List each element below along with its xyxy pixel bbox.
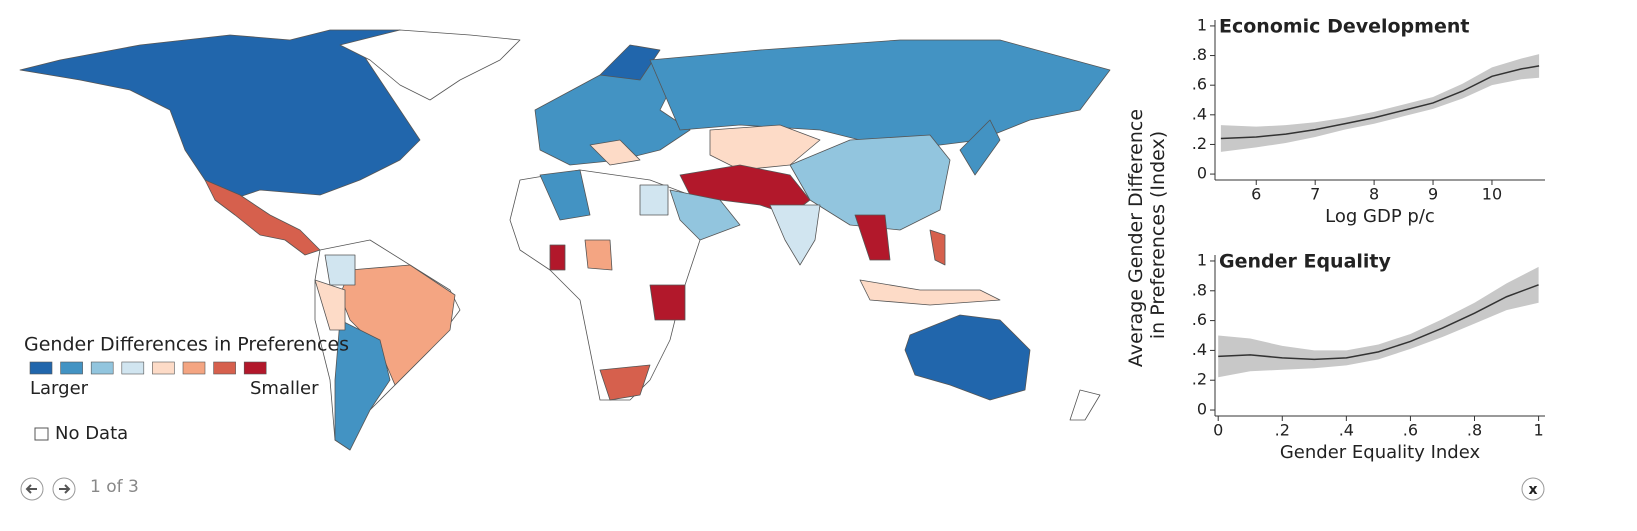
x-tick-label: 1	[1533, 421, 1543, 440]
confidence-band	[1218, 266, 1539, 378]
y-tick-label: .6	[1192, 75, 1207, 94]
legend-swatch	[243, 361, 267, 375]
x-tick-label: 8	[1369, 185, 1379, 204]
no-data-swatch	[34, 427, 49, 441]
confidence-band	[1220, 54, 1540, 152]
scandinavia	[599, 44, 661, 81]
japan	[959, 119, 1001, 176]
x-tick-label: .4	[1339, 421, 1354, 440]
legend-swatch	[182, 361, 206, 375]
south-east-asia	[854, 214, 891, 261]
indonesia	[859, 279, 1001, 306]
world-map	[19, 29, 1111, 451]
y-tick-label: .4	[1192, 104, 1207, 123]
y-tick-label: 0	[1197, 400, 1207, 419]
africa	[509, 169, 701, 401]
x-axis-label: Log GDP p/c	[1325, 206, 1435, 227]
y-tick-label: 1	[1197, 15, 1207, 34]
x-tick-label: .8	[1467, 421, 1482, 440]
legend-swatch	[213, 361, 236, 375]
y-axis-label-line: in Preferences (Index)	[1147, 131, 1169, 339]
mexico	[204, 179, 321, 256]
nigeria	[584, 239, 613, 271]
close-label[interactable]: x	[1528, 482, 1537, 498]
south-africa	[599, 364, 651, 401]
x-tick-label: 10	[1482, 185, 1502, 204]
north-america	[19, 29, 421, 201]
legend-swatch	[60, 361, 83, 375]
greenland	[339, 29, 521, 101]
legend-swatch	[29, 361, 53, 375]
ghana	[549, 244, 566, 271]
y-axis-label-line: Average Gender Difference	[1125, 109, 1147, 367]
x-tick-label: 6	[1251, 185, 1261, 204]
peru	[314, 279, 346, 331]
saudi-arabia	[669, 189, 741, 241]
next-button[interactable]	[52, 477, 76, 501]
y-tick-label: 0	[1197, 164, 1207, 183]
y-tick-label: .8	[1192, 280, 1207, 299]
y-tick-label: .2	[1192, 370, 1207, 389]
x-tick-label: 7	[1310, 185, 1320, 204]
legend-high-label: Smaller	[250, 378, 319, 399]
chart-title: Gender Equality	[1219, 251, 1392, 273]
legend-low-label: Larger	[30, 378, 89, 399]
legend-swatch	[90, 361, 114, 375]
y-tick-label: .2	[1192, 134, 1207, 153]
y-tick-label: .6	[1192, 310, 1207, 329]
no-data-label: No Data	[55, 423, 128, 444]
egypt	[639, 184, 669, 216]
russia	[649, 39, 1111, 151]
next-arrow[interactable]	[59, 484, 71, 494]
new-zealand	[1069, 389, 1101, 421]
x-tick-label: 9	[1428, 185, 1438, 204]
philippines	[929, 229, 946, 266]
tanzania	[649, 284, 686, 321]
legend-title: Gender Differences in Preferences	[24, 334, 349, 356]
close-circle[interactable]	[1521, 477, 1545, 501]
x-tick-label: 0	[1213, 421, 1223, 440]
china	[789, 134, 951, 231]
x-tick-label: .6	[1403, 421, 1418, 440]
line	[1218, 284, 1539, 361]
legend-swatch	[152, 361, 175, 375]
close-button[interactable]: x	[1521, 477, 1545, 501]
argentina	[334, 319, 391, 451]
chart-title: Economic Development	[1219, 16, 1469, 38]
australia	[904, 314, 1031, 401]
legend-swatch	[121, 361, 145, 375]
line	[1220, 65, 1540, 140]
y-tick-label: .4	[1192, 340, 1207, 359]
previous-button[interactable]	[20, 477, 44, 501]
legend-swatches	[29, 361, 267, 375]
pager: 1 of 3	[90, 477, 139, 497]
y-tick-label: 1	[1197, 250, 1207, 269]
y-axis-label: Average Gender Difference in Preferences…	[1125, 103, 1169, 367]
colombia	[324, 254, 356, 286]
southern-europe	[589, 139, 641, 166]
x-axis-label: Gender Equality Index	[1280, 442, 1481, 463]
india	[769, 204, 821, 266]
x-tick-label: .2	[1275, 421, 1290, 440]
algeria	[539, 169, 591, 221]
y-tick-label: .8	[1192, 45, 1207, 64]
prev-arrow[interactable]	[25, 484, 37, 494]
